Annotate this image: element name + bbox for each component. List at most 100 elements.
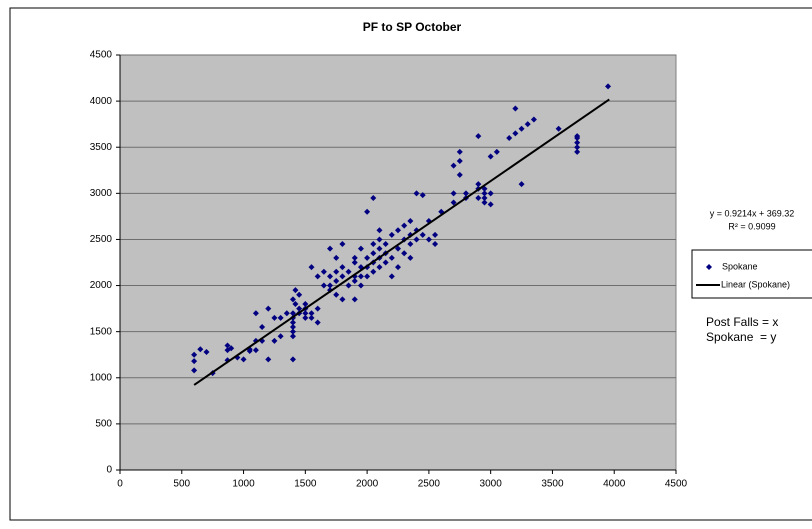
- point: [351, 259, 358, 266]
- point: [487, 201, 494, 208]
- x-tick-label: 3500: [541, 479, 564, 490]
- point: [302, 301, 309, 307]
- point: [252, 310, 259, 317]
- x-tick-label: 1500: [294, 479, 317, 490]
- point: [292, 301, 299, 307]
- point: [450, 162, 457, 169]
- point: [277, 333, 284, 340]
- point: [320, 282, 327, 289]
- point: [308, 310, 315, 317]
- point: [240, 356, 247, 363]
- point: [197, 346, 204, 353]
- point: [333, 254, 340, 261]
- x-tick-label: 2500: [418, 479, 441, 490]
- point: [407, 218, 414, 224]
- point: [333, 277, 340, 284]
- point: [370, 268, 377, 275]
- point: [271, 314, 278, 321]
- point: [308, 314, 315, 321]
- point: [481, 194, 488, 201]
- x-tick-label: 2000: [356, 479, 379, 490]
- y-tick-label: 3000: [90, 188, 113, 199]
- legend-label: Linear (Spokane): [721, 279, 790, 289]
- point: [302, 310, 309, 317]
- point: [493, 148, 500, 155]
- point: [475, 133, 482, 140]
- point: [289, 310, 296, 317]
- point: [265, 356, 272, 363]
- point: [191, 367, 198, 374]
- point: [512, 130, 519, 137]
- point: [456, 171, 463, 178]
- point: [432, 241, 439, 248]
- y-tick-label: 1000: [90, 372, 113, 383]
- point: [376, 227, 383, 234]
- y-tick-label: 2500: [90, 234, 113, 245]
- y-tick-label: 4500: [90, 50, 113, 61]
- point: [271, 337, 278, 344]
- point: [432, 231, 439, 238]
- point: [481, 190, 488, 197]
- point: [370, 250, 377, 257]
- point: [351, 296, 358, 303]
- point: [277, 314, 284, 321]
- point: [370, 241, 377, 248]
- point: [506, 135, 513, 141]
- point: [413, 236, 420, 243]
- point: [364, 208, 371, 215]
- point: [224, 342, 231, 349]
- point: [407, 241, 414, 248]
- point: [289, 356, 296, 363]
- point: [203, 348, 210, 355]
- point: [327, 273, 334, 280]
- point: [289, 319, 296, 326]
- r-squared: R² = 0.9099: [728, 221, 775, 231]
- point: [289, 324, 296, 331]
- plot-area: [119, 54, 677, 471]
- point: [351, 277, 358, 284]
- point: [357, 273, 364, 280]
- point: [339, 273, 346, 280]
- point: [314, 273, 321, 280]
- point: [345, 282, 352, 289]
- point: [475, 181, 482, 188]
- trendline: [193, 98, 610, 386]
- point: [382, 241, 389, 248]
- point: [518, 125, 525, 132]
- point: [289, 296, 296, 303]
- point: [296, 305, 303, 312]
- point: [308, 264, 315, 271]
- point: [292, 287, 299, 294]
- point: [345, 268, 352, 275]
- point: [419, 192, 426, 199]
- point: [320, 268, 327, 275]
- point: [357, 282, 364, 289]
- point: [376, 264, 383, 271]
- point: [339, 241, 346, 248]
- point: [574, 144, 581, 151]
- legend-label: Spokane: [722, 261, 758, 271]
- point: [518, 181, 525, 188]
- x-tick-label: 0: [117, 479, 123, 490]
- point: [530, 116, 537, 123]
- y-tick-label: 4000: [90, 96, 113, 107]
- point: [351, 254, 358, 261]
- point: [450, 199, 457, 206]
- point: [228, 345, 235, 352]
- point: [333, 268, 340, 275]
- point: [357, 245, 364, 252]
- point: [413, 190, 420, 197]
- point: [302, 314, 309, 321]
- point: [364, 273, 371, 280]
- point: [314, 319, 321, 326]
- y-tick-label: 500: [95, 419, 112, 430]
- legend-marker: [706, 264, 712, 270]
- annotation: Post Falls = x: [706, 315, 778, 329]
- point: [456, 158, 463, 165]
- point: [481, 199, 488, 206]
- equation: y = 0.9214x + 369.32: [710, 208, 795, 218]
- point: [265, 305, 272, 312]
- point: [574, 133, 581, 140]
- point: [327, 282, 334, 289]
- point: [339, 264, 346, 271]
